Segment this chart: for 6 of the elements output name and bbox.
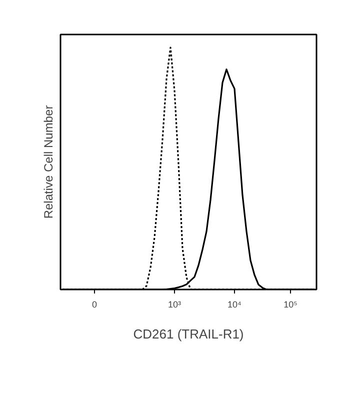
x-axis-title: CD261 (TRAIL-R1): [133, 326, 244, 342]
x-tick-label: 0: [92, 300, 98, 310]
y-axis-title: Relative Cell Number: [42, 105, 56, 219]
x-tick-label: 10⁴: [228, 300, 242, 310]
x-tick-label: 10⁵: [284, 300, 298, 310]
x-tick-label: 10³: [168, 300, 182, 310]
